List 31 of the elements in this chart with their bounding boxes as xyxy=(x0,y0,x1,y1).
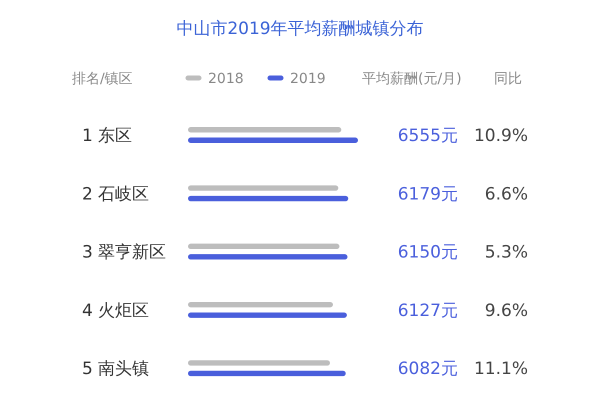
text: 5.3% xyxy=(484,242,528,263)
text: 11.1% xyxy=(474,359,528,380)
bar xyxy=(188,254,348,260)
bar xyxy=(188,302,333,308)
y-tick-label: 2 石岐区 xyxy=(82,184,150,204)
y-tick-label: 3 翠亨新区 xyxy=(82,242,166,263)
text: 同比 xyxy=(494,71,522,87)
data-label: 6127元 xyxy=(398,300,458,321)
legend-label: 2018 xyxy=(208,71,244,87)
data-label: 6555元 xyxy=(398,126,458,146)
bar xyxy=(188,312,347,318)
y-tick-label: 1 东区 xyxy=(82,126,132,146)
bar xyxy=(188,360,330,366)
data-label: 6179元 xyxy=(398,184,458,204)
data-label: 6150元 xyxy=(398,242,458,263)
bar xyxy=(188,185,338,191)
y-axis-title: 排名/镇区 xyxy=(72,71,133,87)
bar xyxy=(188,138,358,143)
bar xyxy=(188,244,340,250)
text: 9.6% xyxy=(484,300,528,321)
text: 6.6% xyxy=(484,184,528,204)
data-label: 6082元 xyxy=(398,359,458,380)
legend-label: 2019 xyxy=(290,71,326,87)
bar xyxy=(188,196,348,202)
y-tick-label: 4 火炬区 xyxy=(82,300,150,321)
text: 平均薪酬(元/月) xyxy=(362,71,462,87)
y-tick-label: 5 南头镇 xyxy=(82,359,150,380)
chart-title: 中山市2019年平均薪酬城镇分布 xyxy=(176,19,424,39)
bar xyxy=(188,370,346,376)
text: 10.9% xyxy=(474,126,528,146)
bar xyxy=(188,127,342,132)
